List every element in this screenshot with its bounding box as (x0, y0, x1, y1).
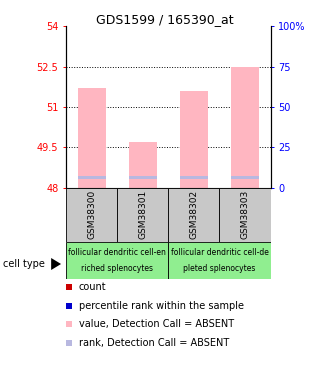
Bar (231, 67, 259, 188)
Text: follicular dendritic cell-en: follicular dendritic cell-en (68, 248, 166, 257)
Bar (219, 188, 271, 242)
Text: cell type: cell type (3, 260, 45, 269)
Text: count: count (79, 282, 106, 292)
Text: riched splenocytes: riched splenocytes (81, 264, 153, 273)
Bar (78, 176, 106, 180)
Text: rank, Detection Call = ABSENT: rank, Detection Call = ABSENT (79, 338, 229, 348)
Text: GSM38303: GSM38303 (241, 190, 249, 239)
Text: GDS1599 / 165390_at: GDS1599 / 165390_at (96, 13, 234, 26)
Text: GSM38301: GSM38301 (138, 190, 147, 239)
Bar (129, 176, 157, 180)
Text: percentile rank within the sample: percentile rank within the sample (79, 301, 244, 310)
Bar (78, 88, 106, 188)
Bar (66, 188, 117, 242)
Text: pleted splenocytes: pleted splenocytes (183, 264, 256, 273)
Bar (168, 242, 271, 279)
Bar (231, 176, 259, 180)
Bar (117, 188, 168, 242)
Text: GSM38302: GSM38302 (189, 190, 198, 239)
Text: value, Detection Call = ABSENT: value, Detection Call = ABSENT (79, 320, 234, 329)
Bar (129, 142, 157, 188)
Polygon shape (51, 258, 61, 270)
Text: follicular dendritic cell-de: follicular dendritic cell-de (171, 248, 268, 257)
Text: GSM38300: GSM38300 (87, 190, 96, 239)
Bar (66, 242, 168, 279)
Bar (180, 176, 208, 180)
Bar (168, 188, 219, 242)
Bar (180, 91, 208, 188)
